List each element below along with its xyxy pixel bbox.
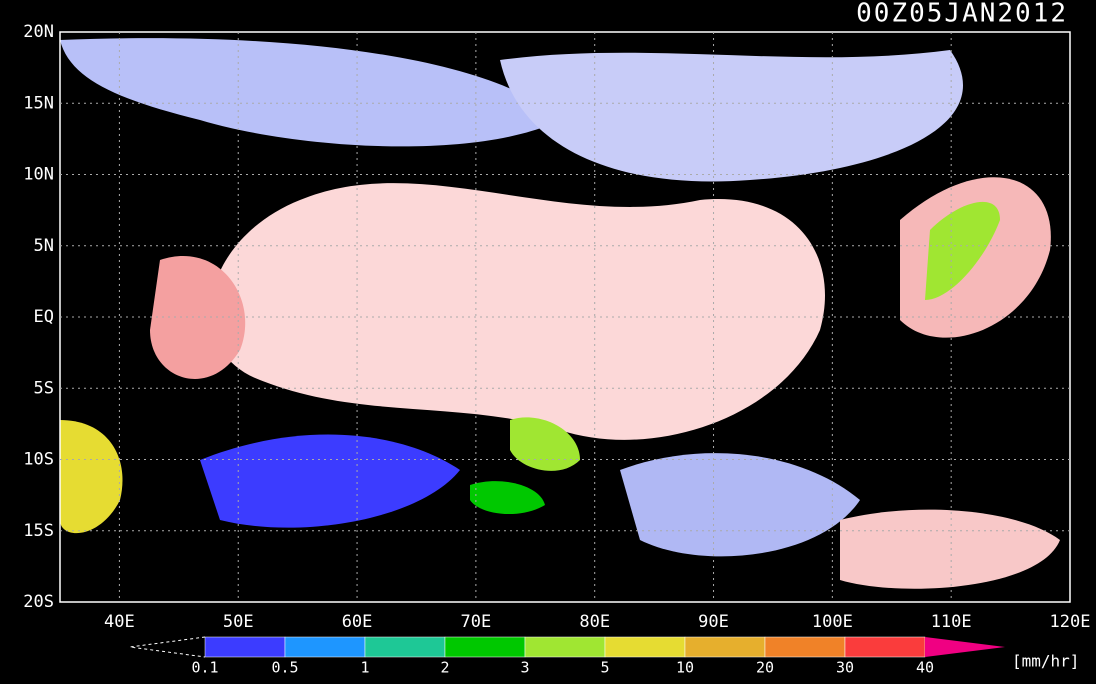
- colorbar-label: 5: [600, 659, 609, 677]
- colorbar-label: 30: [836, 659, 854, 677]
- colorbar-label: 1: [360, 659, 369, 677]
- colorbar-label: 10: [676, 659, 694, 677]
- pink-region: [840, 509, 1060, 589]
- colorbar-swatch: [284, 636, 366, 658]
- colorbar-unit: [mm/hr]: [1012, 652, 1079, 671]
- pink-region: [210, 183, 825, 440]
- generated: 20N 15N 10N 5N EQ 5S 10S 15S 20S 40E 50E 60E 70E 80E 9…: [23, 22, 1090, 677]
- lon-label: 70E: [461, 612, 492, 632]
- lat-label: 15N: [23, 93, 54, 113]
- colorbar-label: 0.1: [191, 659, 218, 677]
- colorbar-swatch: [604, 636, 686, 658]
- lat-label: 5S: [34, 378, 54, 398]
- colorbar-label: 40: [916, 659, 934, 677]
- colorbar-swatch: [204, 636, 286, 658]
- colorbar-swatch: [524, 636, 606, 658]
- lat-label: 10S: [23, 450, 54, 470]
- lon-label: 50E: [223, 612, 254, 632]
- rain-region: [925, 201, 1000, 300]
- lon-label: 80E: [579, 612, 610, 632]
- lon-label: 110E: [931, 612, 972, 632]
- lon-label: 90E: [698, 612, 729, 632]
- lon-label: 60E: [342, 612, 373, 632]
- lat-label: EQ: [34, 307, 54, 327]
- colorbar-swatch: [684, 636, 766, 658]
- colorbar-swatch: [764, 636, 846, 658]
- colorbar-label: 2: [440, 659, 449, 677]
- lat-label: 10N: [23, 165, 54, 185]
- rain-region: [470, 481, 545, 515]
- colorbar-swatch: [844, 636, 926, 658]
- lon-label: 40E: [104, 612, 135, 632]
- lon-label: 120E: [1050, 612, 1091, 632]
- colorbar-label: 0.5: [271, 659, 298, 677]
- colorbar-under: [129, 636, 206, 658]
- colorbar-swatch: [444, 636, 526, 658]
- lon-label: 100E: [812, 612, 853, 632]
- blue-region: [200, 434, 460, 528]
- rain-region: [510, 417, 580, 471]
- colorbar-over: [925, 637, 1005, 657]
- colorbar-swatch: [364, 636, 446, 658]
- rain-region: [60, 420, 123, 534]
- colorbar-label: 3: [520, 659, 529, 677]
- lat-label: 20N: [23, 22, 54, 42]
- blue-region: [60, 38, 560, 147]
- blue-region: [500, 50, 964, 182]
- colorbar-label: 20: [756, 659, 774, 677]
- map-title: 00Z05JAN2012: [856, 0, 1068, 29]
- lat-label: 5N: [34, 236, 54, 256]
- pink-region: [150, 256, 246, 379]
- lat-label: 20S: [23, 592, 54, 612]
- lat-label: 15S: [23, 521, 54, 541]
